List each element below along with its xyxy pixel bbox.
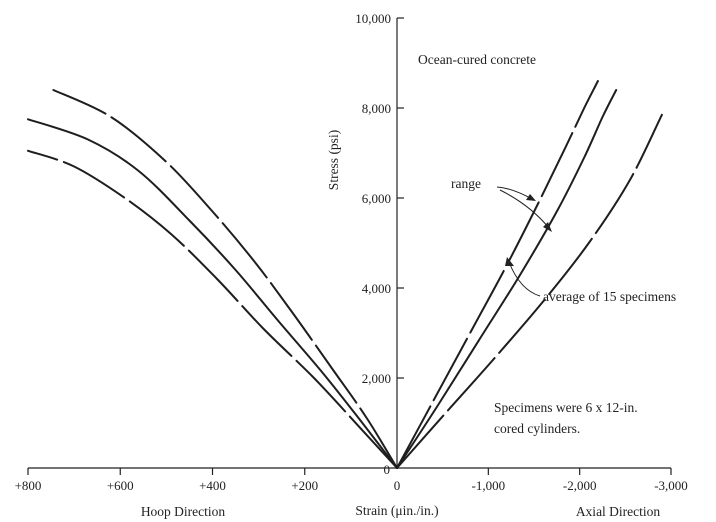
origin-label: 0: [384, 462, 391, 477]
axial-curve-solid: [396, 89, 618, 469]
curves: [27, 80, 663, 469]
average-arrowhead: [505, 257, 514, 266]
x-origin-label: 0: [394, 478, 401, 493]
hoop-tick-label: +400: [199, 478, 226, 493]
specimen-note: Specimens were 6 x 12-in. cored cylinder…: [494, 400, 638, 436]
range-arrowhead-upper: [526, 194, 536, 201]
range-label: range: [451, 176, 481, 191]
axial-tick-label: -3,000: [654, 478, 688, 493]
range-annotation: range: [451, 176, 552, 232]
hoop-tick-label: +200: [291, 478, 318, 493]
y-tick-label: 6,000: [362, 191, 391, 206]
x-axis-label: Strain (μin./in.): [355, 503, 438, 518]
range-leader-upper: [496, 186, 533, 200]
y-axis-label: Stress (psi): [326, 130, 341, 190]
hoop-tick-label: +600: [107, 478, 134, 493]
specimen-note-line-1: Specimens were 6 x 12-in.: [494, 400, 638, 415]
axes: [27, 17, 672, 475]
specimen-note-line-2: cored cylinders.: [494, 421, 580, 436]
average-annotation: average of 15 specimens: [505, 257, 676, 304]
y-tick-label: 10,000: [355, 11, 391, 26]
axial-tick-label: -2,000: [563, 478, 597, 493]
hoop-curve-dashed: [52, 89, 398, 469]
chart-title: Ocean-cured concrete: [418, 52, 536, 67]
y-tick-label: 8,000: [362, 101, 391, 116]
hoop-direction-label: Hoop Direction: [141, 504, 226, 519]
hoop-tick-label: +800: [15, 478, 42, 493]
range-arrowhead-lower: [543, 222, 552, 232]
axial-curve-dashed: [396, 113, 663, 469]
axial-tick-label: -1,000: [472, 478, 506, 493]
range-leader-lower: [499, 189, 550, 229]
tick-labels: 2,000 4,000 6,000 8,000 10,000 00 +800 +600 +400…: [15, 11, 688, 493]
average-leader: [508, 261, 541, 297]
axial-curve-dashed: [396, 80, 599, 469]
axial-direction-label: Axial Direction: [576, 504, 661, 519]
y-tick-label: 4,000: [362, 281, 391, 296]
hoop-curve-solid: [27, 118, 398, 469]
average-label: average of 15 specimens: [543, 289, 676, 304]
hoop-curve-dashed: [27, 149, 398, 469]
y-tick-label: 2,000: [362, 371, 391, 386]
